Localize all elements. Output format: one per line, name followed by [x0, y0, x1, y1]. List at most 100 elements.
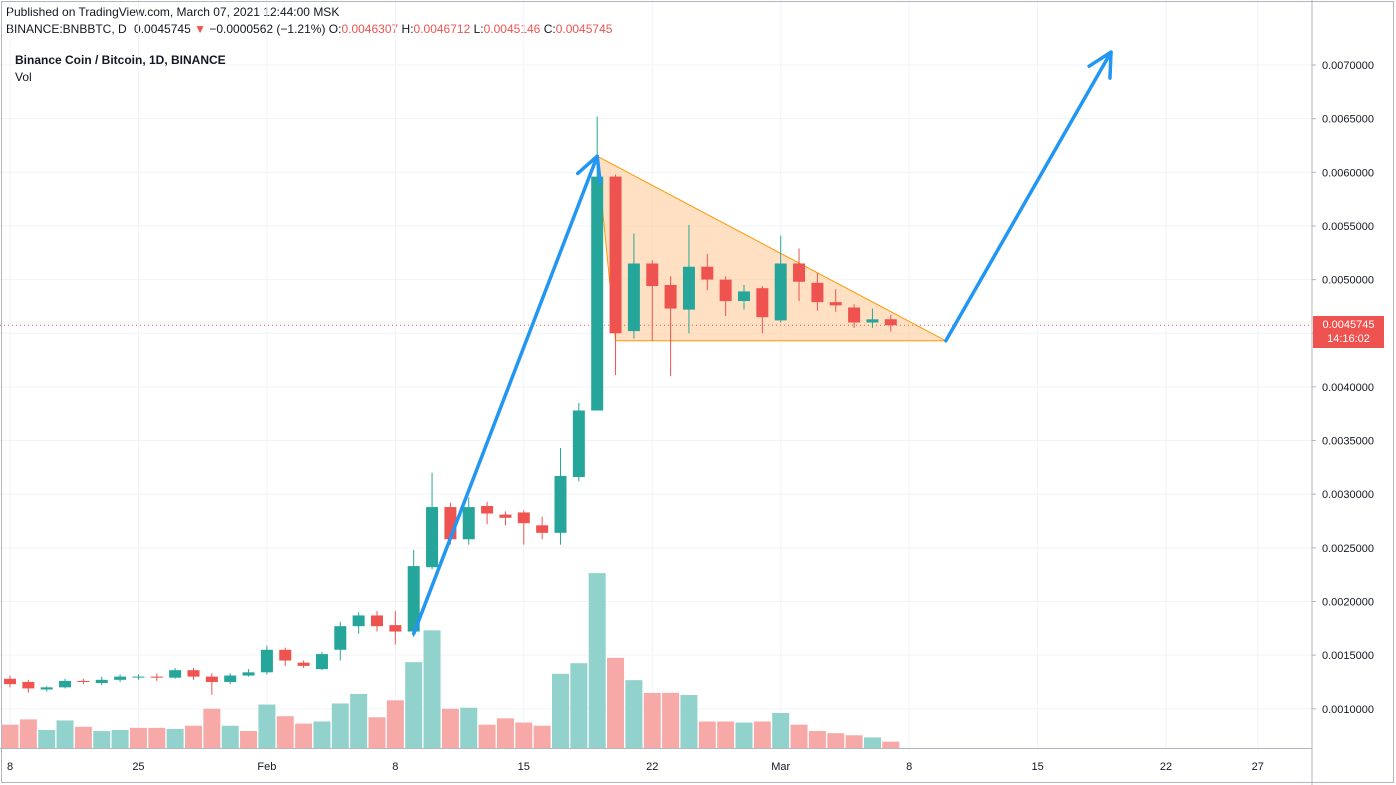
candle-body: [352, 615, 365, 627]
candle-body: [169, 670, 182, 678]
candle-body: [884, 319, 897, 326]
time-tick-label: Mar: [771, 761, 790, 773]
volume-bar: [772, 713, 790, 748]
volume-bar: [515, 722, 533, 748]
open-label: O:: [328, 22, 342, 36]
volume-bar: [441, 708, 459, 748]
countdown-label: 14:16:02: [1327, 333, 1370, 345]
triangle-pattern: [0, 155, 1312, 342]
time-tick-label: 22: [646, 761, 658, 773]
price-tick-label: 0.0015000: [1322, 650, 1374, 662]
price-tick-label: 0.0070000: [1322, 60, 1374, 72]
volume-bar: [276, 716, 294, 748]
candle-body: [407, 566, 420, 632]
volume-bar: [863, 737, 881, 748]
candle-body: [187, 670, 200, 677]
volume-bar: [221, 725, 239, 748]
volume-bar: [423, 630, 441, 748]
volume-bar: [93, 731, 111, 748]
volume-bar: [570, 663, 588, 748]
volume-bar: [735, 722, 753, 748]
high-value: 0.0046712: [413, 22, 471, 36]
volume-bar: [607, 657, 625, 748]
candle-body: [77, 680, 90, 682]
candle-body: [371, 615, 383, 627]
triangle-shape: [596, 155, 947, 342]
volume-label: Vol: [15, 70, 32, 84]
volume-bar: [717, 721, 735, 748]
volume-bar: [313, 721, 331, 748]
volume-bar: [74, 726, 92, 748]
volume-bar: [368, 717, 386, 748]
price-tick-label: 0.0050000: [1322, 275, 1374, 287]
volume-bar: [331, 703, 349, 748]
close-value: 0.0045745: [555, 22, 613, 36]
price-tick-label: 0.0065000: [1322, 114, 1374, 126]
candle-body: [738, 291, 750, 302]
high-label: H:: [401, 22, 414, 36]
volume-bar: [680, 695, 698, 748]
volume-bar: [753, 721, 771, 748]
time-axis: 8 25 Feb 8 15 22 Mar 8 15 22 27: [0, 748, 1312, 773]
volume-bar: [56, 720, 74, 748]
volume-bar: [808, 731, 826, 748]
time-tick-label: 22: [1160, 761, 1172, 773]
volume-bar: [386, 700, 404, 748]
candle-body: [315, 654, 328, 670]
candle-body: [848, 307, 861, 323]
price-tick-label: 0.0040000: [1322, 382, 1374, 394]
price-tick-label: 0.0020000: [1322, 597, 1374, 609]
low-label: L:: [473, 22, 484, 36]
candles: [4, 116, 897, 695]
volume-bar: [166, 728, 184, 748]
low-value: 0.0045146: [483, 22, 541, 36]
volume-bar: [240, 731, 258, 748]
candle-body: [536, 525, 549, 533]
volume-bar: [295, 723, 313, 748]
published-line: Published on TradingView.com, March 07, …: [6, 5, 340, 19]
time-tick-label: 15: [1031, 761, 1043, 773]
candle-body: [389, 625, 402, 632]
volume-bar: [845, 735, 863, 748]
candle-body: [572, 410, 585, 478]
candle-body: [95, 679, 108, 684]
candle-body: [426, 507, 439, 568]
candle-body: [627, 263, 640, 332]
down-arrow-icon: ▼: [194, 22, 206, 36]
volume-bar: [129, 727, 147, 748]
candle-body: [499, 514, 512, 518]
volume-bar: [148, 727, 166, 748]
grid-lines: [0, 0, 1312, 748]
candle-body: [609, 176, 622, 334]
candle-body: [279, 649, 292, 661]
time-tick-label: 8: [392, 761, 398, 773]
chart-legend: Binance Coin / Bitcoin, 1D, BINANCE Vol: [15, 53, 226, 84]
last-price: 0.0045745: [134, 22, 191, 36]
candle-body: [591, 176, 604, 411]
close-label: C:: [543, 22, 556, 36]
volume-bar: [405, 662, 423, 748]
arrow-breakout-head: [575, 154, 602, 184]
candle-body: [260, 649, 273, 673]
price-tick-label: 0.0030000: [1322, 489, 1374, 501]
volume-bar: [588, 573, 606, 748]
candle-body: [756, 288, 769, 318]
time-tick-label: 15: [518, 761, 530, 773]
volume-bar: [350, 693, 368, 748]
time-tick-label: 25: [132, 761, 144, 773]
price-tick-label: 0.0055000: [1322, 221, 1374, 233]
volume-bar: [38, 729, 56, 748]
candle-body: [554, 475, 567, 533]
volume-bar: [643, 692, 661, 748]
candle-body: [811, 282, 824, 303]
arrow-target-shaft: [944, 50, 1113, 343]
volume-bar: [533, 725, 551, 748]
last-price-tag-value: 0.0045745: [1322, 319, 1375, 331]
candle-body: [701, 266, 714, 280]
arrow-breakout-shaft: [411, 154, 599, 636]
candle-body: [132, 676, 145, 678]
arrow-target-head: [1087, 50, 1113, 80]
volume-bar: [552, 673, 569, 748]
